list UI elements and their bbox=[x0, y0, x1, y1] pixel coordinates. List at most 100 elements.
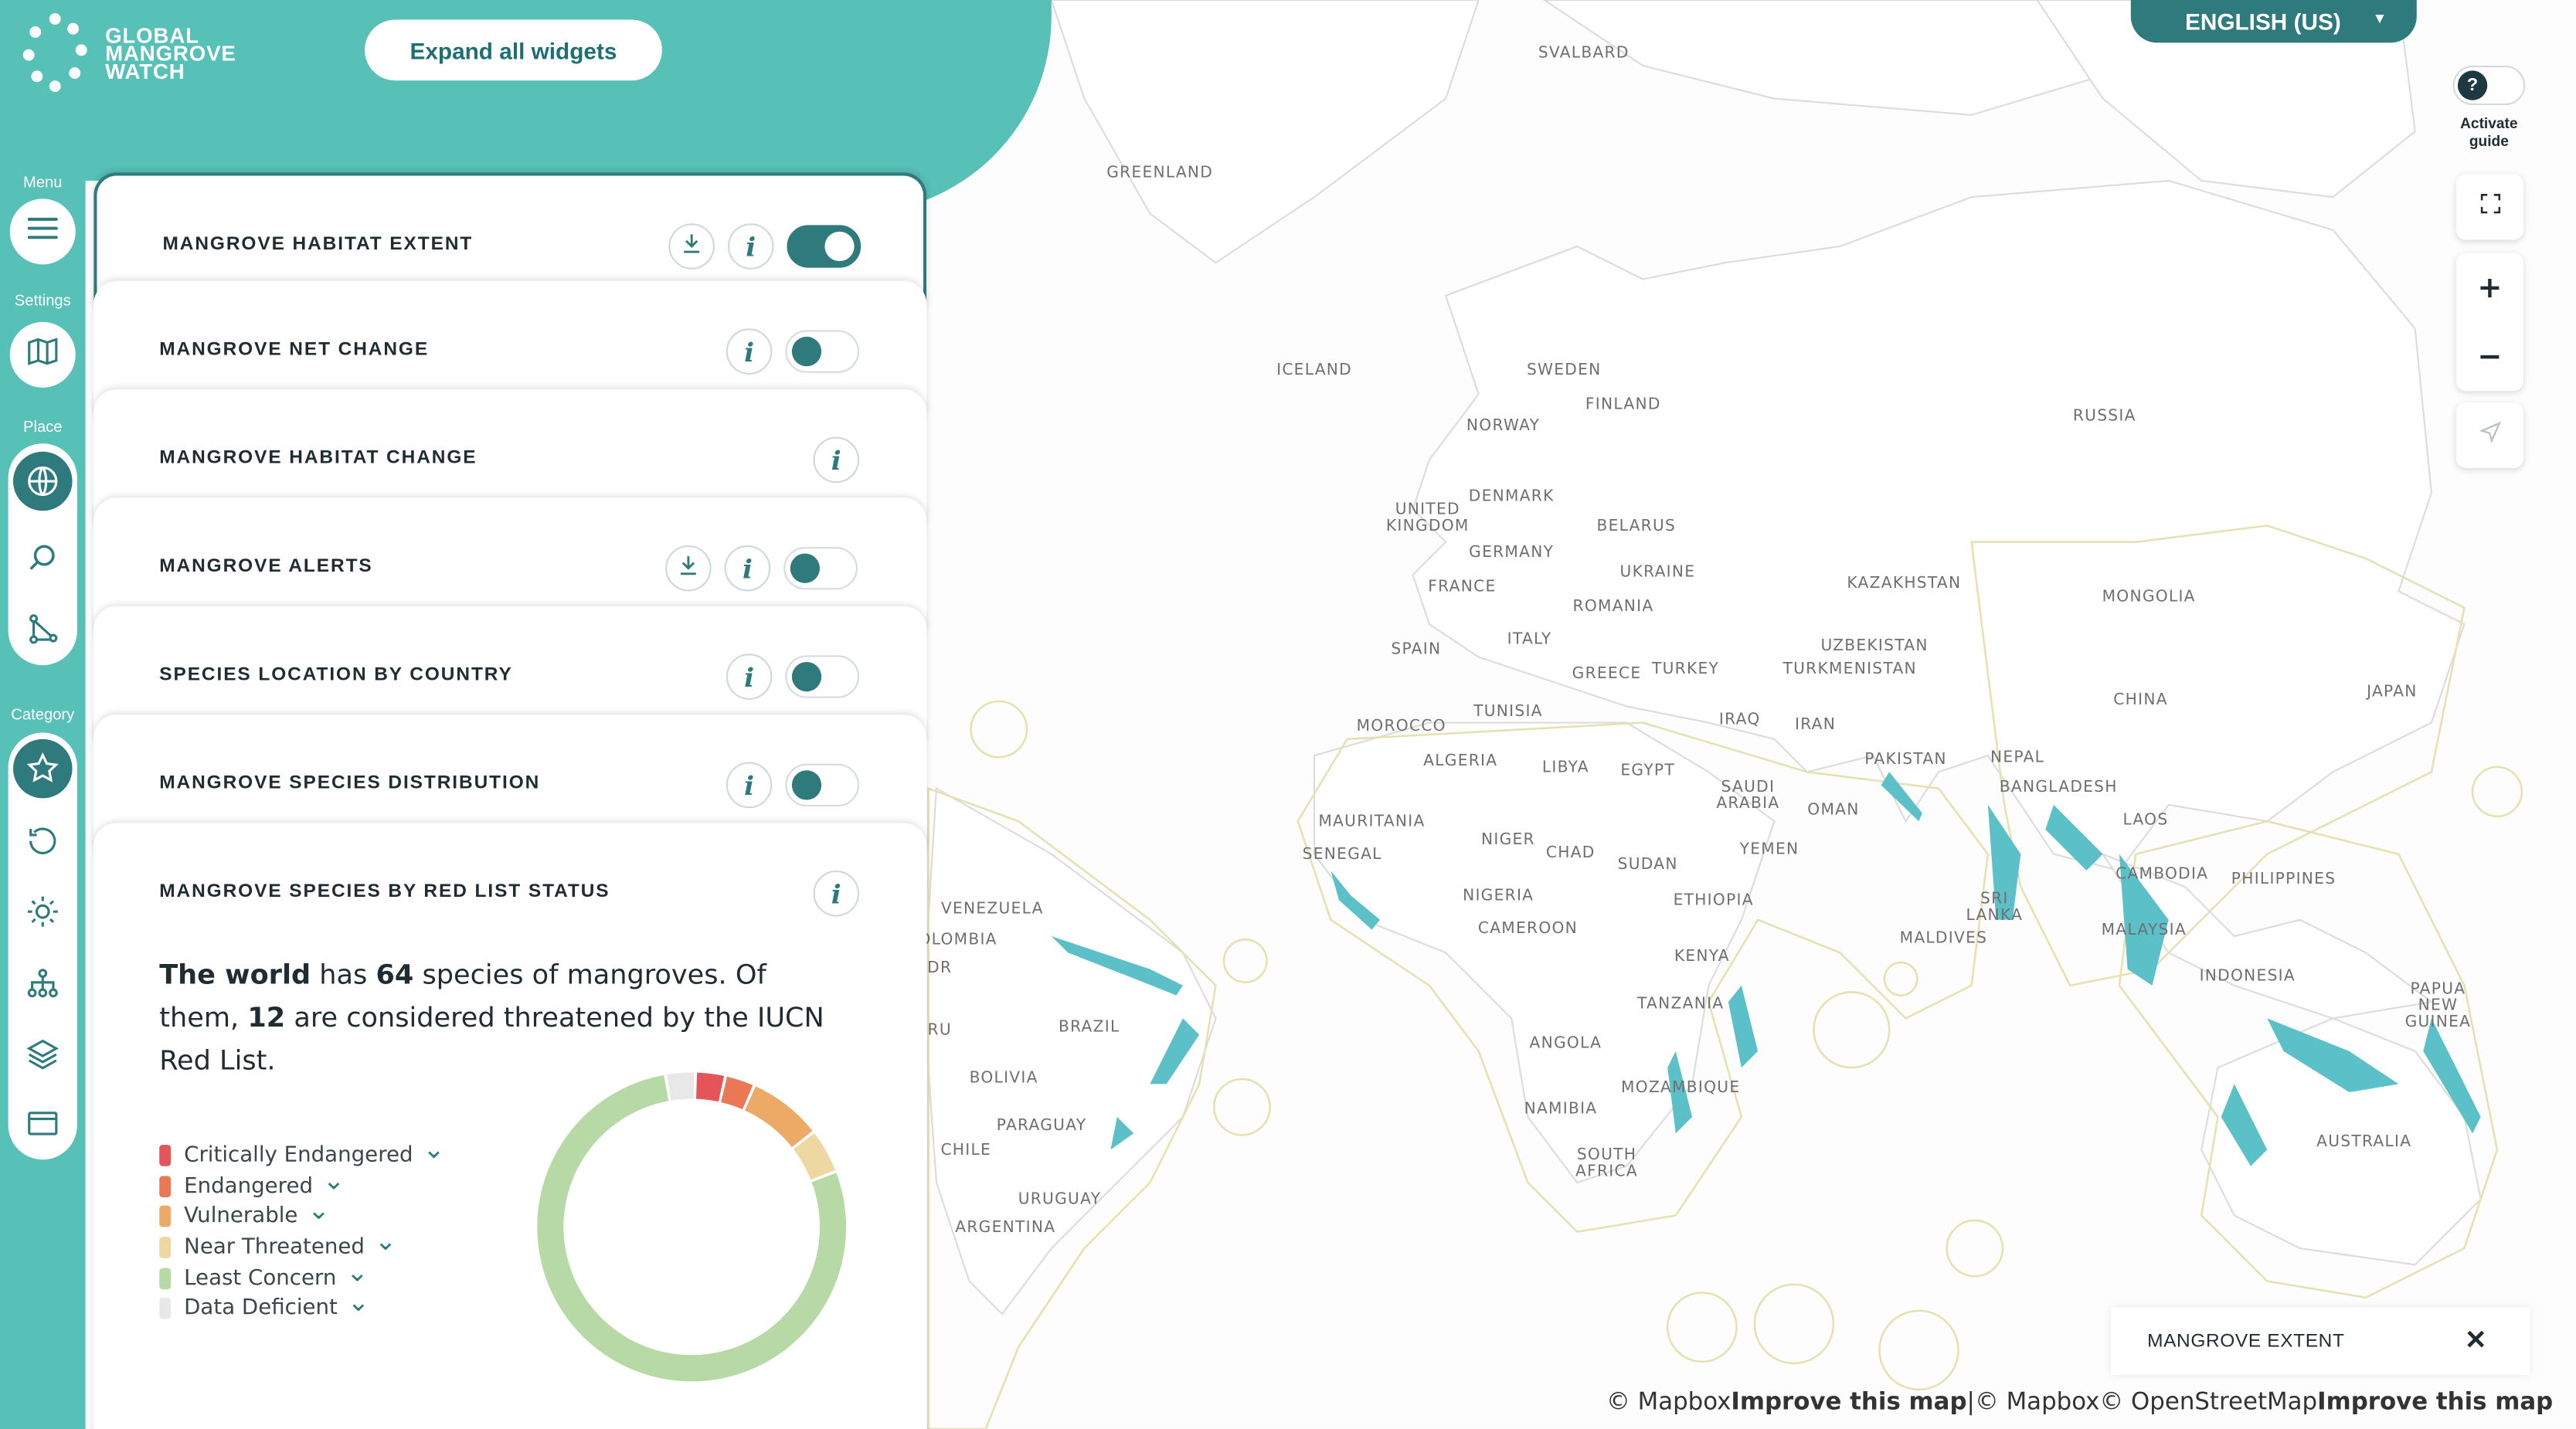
worldwide-button[interactable] bbox=[13, 451, 73, 511]
layer-toggle[interactable] bbox=[785, 763, 860, 807]
zoom-in-button[interactable]: + bbox=[2477, 270, 2503, 305]
layer-toggle[interactable] bbox=[787, 225, 861, 268]
locate-button[interactable] bbox=[2455, 402, 2523, 469]
close-icon[interactable]: ✕ bbox=[2465, 1327, 2488, 1356]
info-button[interactable]: i bbox=[726, 653, 773, 700]
chevron-down-icon[interactable]: ⌄ bbox=[423, 1132, 445, 1165]
chart-legend: Critically Endangered ⌄ Endangered ⌄ Vulnera… bbox=[159, 1133, 445, 1324]
search-place-button[interactable] bbox=[8, 524, 77, 592]
category-distribution-button[interactable] bbox=[8, 806, 77, 875]
widget-controls: i bbox=[813, 435, 860, 484]
attrib-osm[interactable]: © OpenStreetMap bbox=[2099, 1389, 2318, 1416]
donut-slice[interactable] bbox=[695, 1072, 725, 1102]
legend-label: Least Concern bbox=[184, 1265, 337, 1291]
layer-toggle[interactable] bbox=[785, 330, 860, 373]
category-contextual-button[interactable] bbox=[8, 1089, 77, 1158]
info-button[interactable]: i bbox=[813, 870, 860, 917]
info-button[interactable]: i bbox=[727, 223, 774, 270]
expand-all-widgets-button[interactable]: Expand all widgets bbox=[365, 19, 662, 81]
attrib-mapbox-2[interactable]: © Mapbox bbox=[1974, 1389, 2100, 1416]
language-selector[interactable]: ENGLISH (US) ▼ bbox=[2130, 0, 2417, 43]
info-icon: i bbox=[744, 660, 755, 693]
legend-swatch bbox=[159, 1236, 172, 1258]
summary-text-3: are considered threatened by the IUCN Re… bbox=[159, 1002, 824, 1076]
hierarchy-icon bbox=[27, 969, 58, 998]
map-country-label: GREENLAND bbox=[1106, 163, 1213, 182]
donut-slice[interactable] bbox=[720, 1076, 753, 1110]
map-settings-button[interactable] bbox=[9, 321, 76, 388]
donut-slice[interactable] bbox=[793, 1133, 835, 1180]
chevron-down-icon[interactable]: ⌄ bbox=[347, 1286, 370, 1318]
category-layers-button[interactable] bbox=[8, 1020, 77, 1088]
legend-item[interactable]: Endangered ⌄ bbox=[159, 1164, 445, 1201]
logo-line-3: WATCH bbox=[105, 58, 185, 83]
map-country-label: SENEGAL bbox=[1303, 844, 1382, 863]
layer-toggle[interactable] bbox=[783, 547, 858, 590]
info-icon: i bbox=[746, 230, 756, 263]
info-button[interactable]: i bbox=[813, 436, 860, 484]
legend-item[interactable]: Data Deficient ⌄ bbox=[159, 1287, 445, 1324]
map-country-label: URUGUAY bbox=[1018, 1190, 1102, 1208]
legend-item[interactable]: Near Threatened ⌄ bbox=[159, 1225, 445, 1263]
fullscreen-button[interactable] bbox=[2455, 174, 2523, 240]
legend-swatch bbox=[159, 1175, 172, 1197]
chevron-down-icon[interactable]: ⌄ bbox=[322, 1163, 345, 1196]
category-climate-button[interactable] bbox=[8, 877, 77, 945]
donut-slice[interactable] bbox=[744, 1086, 813, 1148]
category-highlighted-button[interactable] bbox=[13, 738, 73, 799]
draw-area-button[interactable] bbox=[8, 595, 77, 664]
menu-caption: Menu bbox=[23, 174, 63, 192]
map-country-label: OMAN bbox=[1807, 800, 1859, 819]
zoom-out-button[interactable]: − bbox=[2477, 339, 2503, 374]
map-legend-item: MANGROVE EXTENT ✕ bbox=[2111, 1307, 2530, 1375]
map-country-label: BANGLADESH bbox=[2000, 777, 2118, 796]
info-button[interactable]: i bbox=[726, 328, 773, 375]
category-menu bbox=[8, 732, 77, 1160]
activate-guide[interactable]: ? Activate guide bbox=[2452, 66, 2526, 151]
help-icon: ? bbox=[2457, 70, 2488, 100]
download-button[interactable] bbox=[665, 545, 712, 592]
guide-toggle[interactable]: ? bbox=[2452, 66, 2526, 106]
widget-title: MANGROVE ALERTS bbox=[159, 556, 373, 577]
map-country-label: ITALY bbox=[1507, 630, 1552, 648]
map-country-label: AFRICA bbox=[1575, 1162, 1638, 1180]
map-country-label: GERMANY bbox=[1469, 542, 1554, 561]
chevron-down-icon[interactable]: ⌄ bbox=[346, 1255, 369, 1288]
widget-red-list[interactable]: MANGROVE SPECIES BY RED LIST STATUS i Th… bbox=[93, 823, 927, 1429]
widget-controls: i bbox=[726, 761, 860, 810]
map-country-label: PARAGUAY bbox=[997, 1115, 1087, 1134]
legend-item[interactable]: Critically Endangered ⌄ bbox=[159, 1133, 445, 1171]
map-country-label: SRI bbox=[1980, 889, 2009, 908]
attrib-improve-2[interactable]: Improve this map bbox=[2317, 1389, 2554, 1416]
chevron-down-icon[interactable]: ⌄ bbox=[374, 1225, 397, 1257]
legend-label: Data Deficient bbox=[184, 1296, 338, 1322]
info-button[interactable]: i bbox=[724, 545, 771, 592]
map-country-label: UKRAINE bbox=[1620, 562, 1696, 580]
donut-slice[interactable] bbox=[537, 1074, 847, 1382]
legend-item[interactable]: Vulnerable ⌄ bbox=[159, 1194, 445, 1232]
menu-button[interactable] bbox=[9, 199, 76, 265]
map-country-label: CAMEROON bbox=[1478, 918, 1578, 937]
download-button[interactable] bbox=[668, 223, 715, 270]
map-country-label: AUSTRALIA bbox=[2316, 1132, 2411, 1150]
attrib-improve-1[interactable]: Improve this map bbox=[1731, 1389, 1967, 1416]
map-country-label: ARGENTINA bbox=[955, 1217, 1055, 1236]
map-country-label: ALGERIA bbox=[1423, 751, 1497, 769]
layer-toggle[interactable] bbox=[785, 655, 860, 698]
map-country-label: NAMIBIA bbox=[1524, 1099, 1598, 1118]
logo-line-1: GLOBAL bbox=[105, 22, 199, 47]
map-country-label: NIGER bbox=[1481, 830, 1535, 848]
map-country-label: JAPAN bbox=[2365, 682, 2418, 701]
chevron-down-icon[interactable]: ⌄ bbox=[308, 1194, 330, 1226]
navigate-icon bbox=[2476, 419, 2503, 452]
legend-swatch bbox=[159, 1206, 172, 1227]
map-country-label: ICELAND bbox=[1276, 360, 1352, 378]
attrib-mapbox[interactable]: © Mapbox bbox=[1606, 1389, 1731, 1416]
map-country-label: PAKISTAN bbox=[1864, 749, 1947, 768]
legend-item[interactable]: Least Concern ⌄ bbox=[159, 1256, 445, 1294]
map-country-label: MALDIVES bbox=[1900, 928, 1988, 947]
donut-slice[interactable] bbox=[667, 1072, 695, 1101]
info-button[interactable]: i bbox=[726, 762, 773, 809]
gmw-logo[interactable]: GLOBAL MANGROVE WATCH bbox=[22, 13, 236, 93]
category-ecosystem-button[interactable] bbox=[8, 949, 77, 1018]
